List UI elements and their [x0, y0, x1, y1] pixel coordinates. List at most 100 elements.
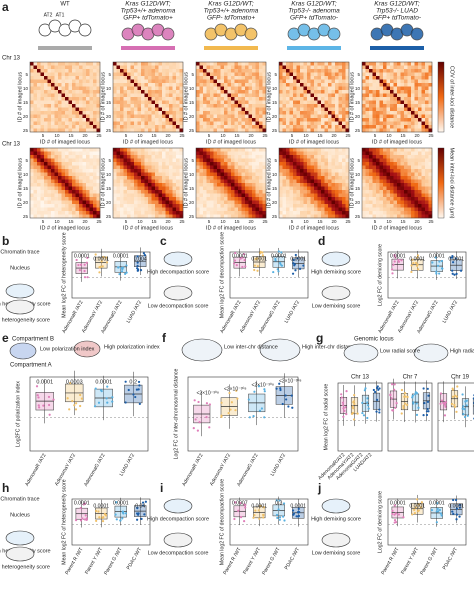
heatmap-cell — [65, 200, 69, 205]
heatmap-cell — [255, 69, 260, 73]
heatmap-cell — [54, 183, 59, 187]
heatmap-cell — [151, 162, 156, 166]
heatmap-cell — [286, 83, 290, 87]
heatmap-cell — [134, 204, 138, 208]
heatmap-cell — [293, 97, 297, 101]
heatmap-cell — [37, 190, 41, 194]
heatmap-cell — [155, 72, 159, 77]
heatmap-cell — [137, 121, 142, 126]
heatmap-cell — [179, 86, 184, 91]
heatmap-cell — [411, 121, 415, 126]
heatmap-cell — [134, 193, 138, 198]
heatmap-cell — [82, 121, 87, 126]
heatmap-cell — [61, 69, 66, 73]
heatmap-cell — [289, 197, 294, 201]
heatmap-cell — [321, 148, 325, 152]
heatmap-cell — [231, 118, 235, 122]
heatmap-cell — [47, 111, 52, 115]
heatmap-cell — [137, 79, 142, 84]
heatmap-cell — [404, 118, 408, 122]
heatmap-cell — [414, 197, 419, 201]
heatmap-cell — [231, 151, 235, 156]
heatmap-cell — [58, 193, 62, 198]
heatmap-cell — [54, 169, 59, 173]
heatmap-cell — [86, 179, 90, 184]
heatmap-cell — [217, 172, 221, 177]
heatmap-cell — [134, 86, 138, 91]
heatmap-cell — [51, 86, 55, 91]
heatmap-cell — [262, 83, 267, 87]
heatmap-cell — [203, 211, 207, 215]
point — [244, 506, 247, 509]
heatmap-cell — [248, 100, 253, 105]
heatmap-cell — [282, 193, 287, 198]
y-tick-label: 25 — [106, 214, 112, 219]
point — [435, 510, 438, 513]
heatmap-cell — [30, 211, 34, 215]
heatmap-cell — [390, 93, 394, 98]
heatmap-cell — [255, 97, 260, 101]
heatmap-cell — [372, 79, 377, 84]
point — [101, 520, 105, 523]
point — [233, 259, 237, 262]
heatmap-cell — [390, 128, 394, 133]
p-value: 0.0007 — [232, 500, 248, 506]
heatmap-cell — [404, 211, 408, 215]
heatmap-cell — [321, 207, 325, 212]
heatmap-cell — [418, 97, 422, 101]
x-tick-label: 20 — [165, 133, 171, 138]
heatmap — [196, 148, 267, 219]
heatmap-cell — [165, 155, 170, 159]
heatmap-cell — [248, 93, 253, 98]
heatmap-cell — [227, 128, 232, 133]
heatmap-cell — [314, 111, 318, 115]
heatmap-cell — [37, 104, 41, 108]
heatmap-cell — [303, 104, 308, 108]
y-tick-label: 15 — [189, 186, 195, 191]
heatmap-cell — [428, 200, 433, 205]
heatmap-cell — [383, 86, 387, 91]
heatmap-cell — [425, 65, 429, 70]
heatmap-cell — [116, 69, 121, 73]
heatmap-cell — [224, 148, 228, 152]
heatmap-cell — [324, 183, 329, 187]
heatmap-cell — [44, 204, 48, 208]
heatmap-cell — [293, 111, 297, 115]
heatmap-cell — [245, 148, 249, 152]
plot-frame — [387, 382, 433, 452]
heatmap-cell — [255, 148, 260, 152]
heatmap-cell — [428, 162, 433, 166]
heatmap-cell — [179, 62, 184, 66]
heatmap-cell — [238, 114, 242, 119]
heatmap-cell — [252, 72, 256, 77]
heatmap-cell — [61, 65, 66, 70]
heatmap-cell — [411, 114, 415, 119]
heatmap-cell — [162, 172, 166, 177]
heatmap-cell — [162, 114, 166, 119]
heatmap-cell — [279, 90, 283, 94]
heatmap-cell — [79, 97, 83, 101]
heatmap-cell — [386, 155, 391, 159]
heatmap-cell — [328, 72, 332, 77]
heatmap-cell — [120, 121, 124, 126]
heatmap-cell — [93, 100, 97, 105]
heatmap-cell — [379, 172, 384, 177]
heatmap-cell — [379, 197, 384, 201]
heatmap-cell — [72, 93, 76, 98]
heatmap-cell — [220, 190, 225, 194]
heatmap-cell — [286, 62, 290, 66]
heatmap-cell — [362, 93, 366, 98]
heatmap-cell — [407, 176, 412, 180]
heatmap-cell — [116, 90, 121, 94]
heatmap-cell — [120, 200, 124, 205]
heatmap-cell — [61, 121, 66, 126]
heatmap-cell — [307, 155, 311, 159]
heatmap-cell — [317, 155, 322, 159]
heatmap-cell — [196, 107, 200, 112]
point — [134, 395, 137, 399]
heatmap-cell — [282, 93, 287, 98]
heatmap-cell — [120, 72, 124, 77]
heatmap-cell — [33, 197, 38, 201]
x-tick-label: 5 — [125, 133, 128, 138]
heatmap-cell — [44, 176, 48, 180]
